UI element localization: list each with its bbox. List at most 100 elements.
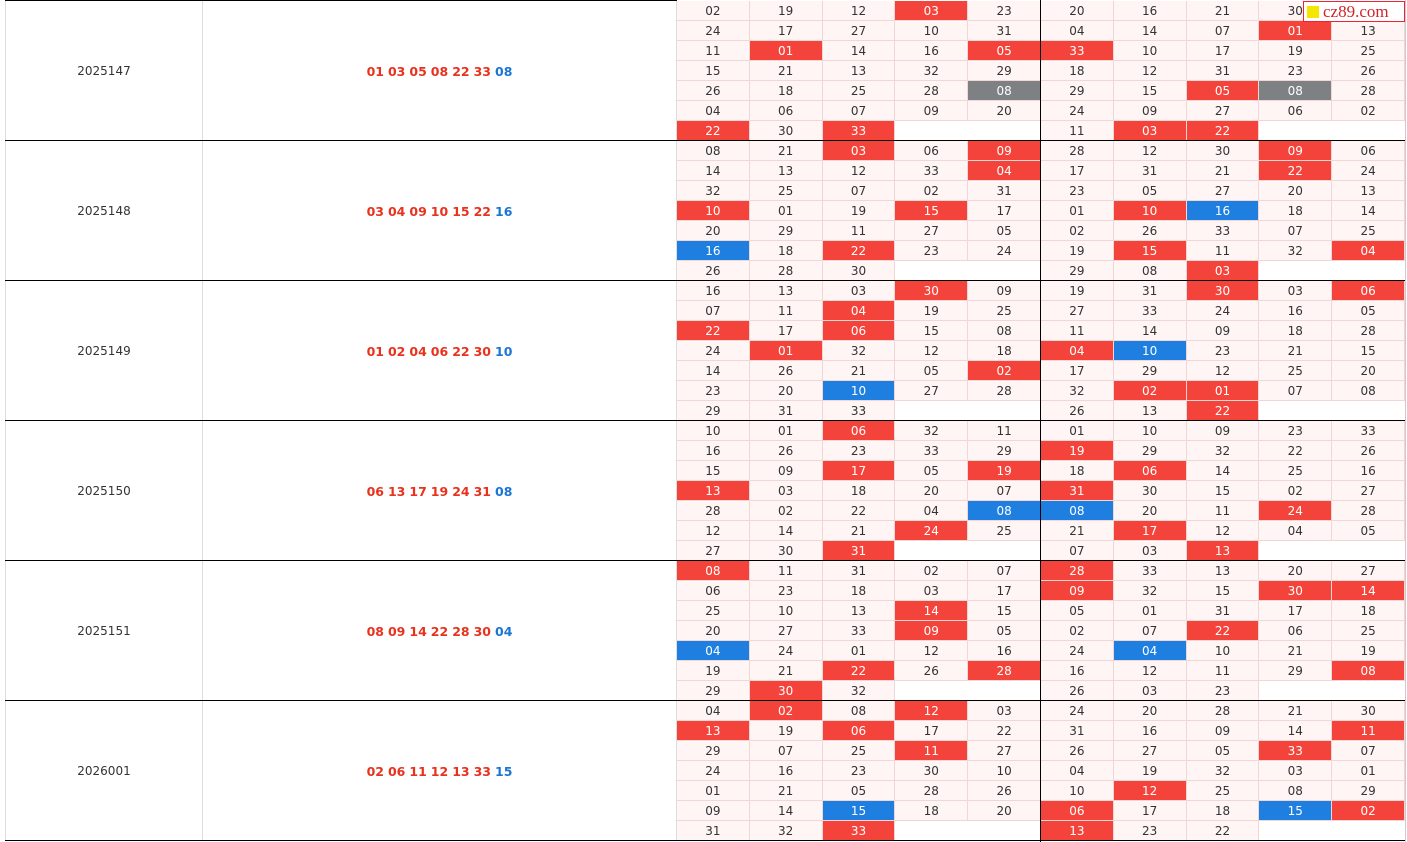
number-cell: 30 (749, 121, 823, 141)
number-cell: 22 (822, 241, 896, 261)
number-cell: 08 (677, 141, 750, 161)
red-number: 04 (409, 343, 427, 359)
number-cell: 02 (895, 181, 969, 201)
number-cell: 12 (677, 521, 750, 541)
number-cell: 24 (1259, 501, 1333, 521)
number-cell: 33 (895, 161, 969, 181)
red-number: 06 (366, 483, 384, 499)
number-cell: 05 (822, 781, 896, 801)
number-cell: 13 (749, 281, 823, 301)
number-cell: 03 (895, 581, 969, 601)
number-cell: 01 (822, 641, 896, 661)
number-cell: 32 (895, 61, 969, 81)
number-cell: 32 (1259, 241, 1333, 261)
number-cell: 23 (1259, 61, 1333, 81)
number-cell: 18 (822, 581, 896, 601)
number-cell: 30 (1259, 581, 1333, 601)
red-number: 31 (473, 483, 492, 499)
number-cell: 08 (968, 81, 1041, 101)
number-cell: 24 (677, 761, 750, 781)
number-cell: 24 (968, 241, 1041, 261)
number-cell: 27 (677, 541, 750, 561)
number-cell: 02 (1041, 621, 1114, 641)
number-cell: 29 (1113, 361, 1187, 381)
number-cell: 16 (1041, 661, 1114, 681)
number-cell: 06 (677, 581, 750, 601)
number-cell: 15 (1113, 81, 1187, 101)
number-cell: 24 (1041, 701, 1114, 721)
number-cell: 07 (822, 101, 896, 121)
number-cell: 29 (1113, 441, 1187, 461)
number-cell: 01 (1041, 201, 1114, 221)
number-cell: 31 (968, 181, 1041, 201)
number-cell: 07 (1259, 381, 1333, 401)
number-cell: 24 (895, 521, 969, 541)
number-cell: 23 (677, 381, 750, 401)
number-cell: 11 (1186, 241, 1260, 261)
number-cell: 03 (749, 481, 823, 501)
number-cell: 05 (968, 41, 1041, 61)
number-cell: 18 (749, 241, 823, 261)
number-cell: 20 (1259, 181, 1333, 201)
number-cell: 25 (968, 301, 1041, 321)
number-cell: 27 (822, 21, 896, 41)
number-cell: 10 (677, 201, 750, 221)
red-number: 03 (366, 203, 384, 219)
number-cell: 28 (1332, 81, 1405, 101)
number-cell: 22 (1186, 621, 1260, 641)
number-cell: 25 (1332, 621, 1405, 641)
number-cell: 11 (1332, 721, 1405, 741)
number-cell: 29 (677, 401, 750, 421)
number-cell: 21 (1186, 1, 1260, 21)
numbers-cell: 03 04 09 10 15 22 16 (203, 141, 677, 281)
number-cell: 16 (968, 641, 1041, 661)
watermark: cz89.com (1303, 1, 1405, 22)
number-cell: 05 (968, 221, 1041, 241)
number-cell: 25 (968, 521, 1041, 541)
number-cell: 03 (822, 141, 896, 161)
number-cell: 29 (677, 741, 750, 761)
number-cell: 20 (749, 381, 823, 401)
number-cell: 07 (968, 561, 1041, 581)
number-cell: 17 (1186, 41, 1260, 61)
red-number: 05 (409, 63, 427, 79)
red-number: 22 (430, 623, 449, 639)
number-cell: 08 (1041, 501, 1114, 521)
number-cell: 06 (1259, 621, 1333, 641)
number-cell: 08 (1259, 781, 1333, 801)
number-cell: 20 (1041, 1, 1114, 21)
number-cell: 33 (822, 821, 896, 841)
number-cell: 18 (895, 801, 969, 821)
red-number: 09 (409, 203, 427, 219)
number-cell: 01 (1259, 21, 1333, 41)
number-cell: 04 (1332, 241, 1405, 261)
number-cell: 20 (968, 101, 1041, 121)
number-cell: 30 (895, 761, 969, 781)
number-cell: 24 (677, 341, 750, 361)
number-cell: 21 (749, 661, 823, 681)
number-cell: 19 (968, 461, 1041, 481)
number-cell: 33 (822, 121, 896, 141)
number-cell: 02 (895, 561, 969, 581)
red-number: 12 (430, 763, 449, 779)
number-cell: 16 (1259, 301, 1333, 321)
number-cell: 21 (1041, 521, 1114, 541)
number-cell: 22 (822, 501, 896, 521)
number-cell: 25 (749, 181, 823, 201)
number-cell: 03 (1259, 761, 1333, 781)
number-cell: 23 (1259, 421, 1333, 441)
number-cell: 17 (968, 201, 1041, 221)
number-cell: 10 (895, 21, 969, 41)
number-cell: 31 (968, 21, 1041, 41)
number-cell: 13 (1113, 401, 1187, 421)
number-cell: 09 (1186, 421, 1260, 441)
number-cell: 32 (749, 821, 823, 841)
number-cell: 08 (1332, 381, 1405, 401)
number-cell: 07 (1259, 221, 1333, 241)
number-cell: 30 (1186, 141, 1260, 161)
number-cell: 13 (1186, 561, 1260, 581)
number-cell: 26 (749, 361, 823, 381)
number-cell: 04 (1041, 761, 1114, 781)
number-cell: 23 (968, 1, 1041, 21)
number-cell: 04 (677, 101, 750, 121)
